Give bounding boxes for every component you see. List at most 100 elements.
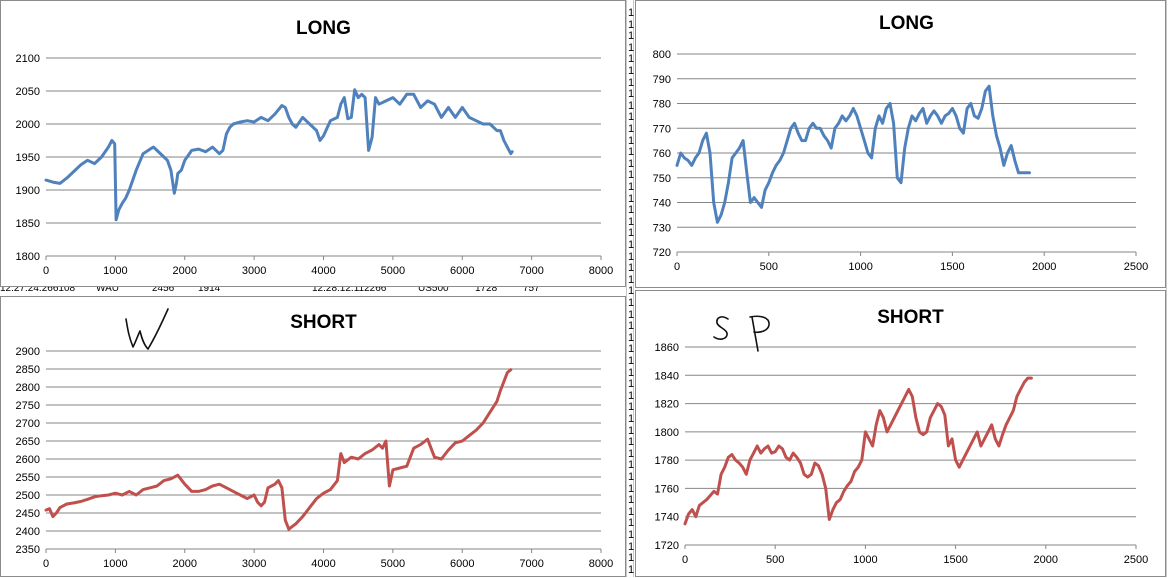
chart-right-long[interactable]: LONG 720 730 740 750 760 770 780 790 800 0 500 1000 1… bbox=[635, 0, 1166, 288]
series-line bbox=[44, 368, 513, 531]
row-fragment: 1 bbox=[628, 343, 635, 356]
x-tick-label: 3000 bbox=[242, 558, 266, 570]
x-tick-label: 2000 bbox=[173, 558, 197, 570]
row-fragment: 1 bbox=[628, 308, 635, 321]
row-fragment: 1 bbox=[628, 99, 635, 112]
chart-left-short-plot: SHORT 2350 2400 2450 2500 2550 2600 2650 2700 275… bbox=[16, 308, 613, 570]
x-tick-label: 4000 bbox=[311, 265, 335, 277]
chart-right-short[interactable]: SHORT 1720 1740 1760 1780 1800 1820 1840 1860 0 50… bbox=[635, 290, 1166, 577]
x-tick-label: 500 bbox=[760, 261, 778, 273]
y-tick-label: 780 bbox=[653, 99, 671, 111]
x-tick-label: 7000 bbox=[519, 265, 543, 277]
y-tick-label: 1820 bbox=[655, 399, 679, 411]
handwritten-stroke bbox=[749, 315, 770, 334]
row-fragment: 1 bbox=[628, 250, 635, 263]
chart-left-short[interactable]: SHORT 2350 2400 2450 2500 2550 2600 2650 2700 275… bbox=[0, 296, 626, 577]
row-fragment: 1 bbox=[628, 285, 635, 298]
row-fragment: 1 bbox=[628, 123, 635, 135]
y-tick-label: 2850 bbox=[16, 364, 40, 376]
row-fragment: 1 bbox=[628, 552, 635, 565]
handwritten-stroke bbox=[713, 316, 729, 340]
row-fragment: 1 bbox=[628, 401, 635, 414]
y-tick-label: 2100 bbox=[16, 53, 40, 65]
x-tick-label: 2500 bbox=[1124, 261, 1148, 273]
chart-left-long[interactable]: LONG 1800 1850 1900 1950 2000 2050 2100 0 1000 200… bbox=[0, 0, 626, 287]
row-fragment: 1 bbox=[628, 459, 635, 472]
row-fragment: 1 bbox=[628, 146, 635, 159]
sheet-cell-fragments: 12:27:24.266108 WAU 2456 1914 12:28:12.1… bbox=[0, 286, 626, 296]
y-tick-label: 2600 bbox=[16, 454, 40, 466]
x-tick-label: 8000 bbox=[589, 558, 613, 570]
chart-title: SHORT bbox=[877, 307, 944, 328]
cell-fragment: 1728 bbox=[475, 286, 498, 294]
y-tick-label: 2400 bbox=[16, 526, 40, 538]
x-tick-label: 1000 bbox=[853, 554, 877, 566]
row-fragment: 1 bbox=[628, 204, 635, 217]
x-tick-label: 500 bbox=[766, 554, 784, 566]
row-fragment: 1 bbox=[628, 331, 635, 344]
x-tick-label: 6000 bbox=[450, 558, 474, 570]
row-fragment: 1 bbox=[628, 65, 635, 77]
row-fragment: 1 bbox=[628, 192, 635, 205]
y-tick-label: 2050 bbox=[16, 86, 40, 98]
y-tick-label: 790 bbox=[653, 74, 671, 86]
row-fragment: 1 bbox=[628, 320, 635, 333]
y-tick-label: 1720 bbox=[655, 540, 679, 552]
y-tick-label: 2000 bbox=[16, 119, 40, 131]
row-fragment: 1 bbox=[628, 227, 635, 240]
row-fragment: 1 bbox=[628, 494, 635, 507]
y-tick-label: 1740 bbox=[655, 512, 679, 524]
row-fragment: 1 bbox=[628, 30, 635, 43]
chart-right-long-plot: LONG 720 730 740 750 760 770 780 790 800 0 500 1000 1… bbox=[653, 13, 1149, 273]
row-fragment: 1 bbox=[628, 389, 635, 402]
y-tick-label: 1840 bbox=[655, 370, 679, 382]
cell-fragment: 12:28:12.112266 bbox=[312, 286, 387, 294]
handwritten-annotation bbox=[125, 308, 169, 350]
row-fragment: 1 bbox=[628, 181, 635, 193]
y-tick-label: 760 bbox=[653, 148, 671, 160]
row-fragment: 1 bbox=[628, 529, 635, 541]
y-tick-label: 1900 bbox=[16, 185, 40, 197]
x-tick-label: 7000 bbox=[519, 558, 543, 570]
y-tick-label: 770 bbox=[653, 123, 671, 135]
sheet-edge bbox=[1166, 0, 1170, 577]
y-tick-label: 2550 bbox=[16, 472, 40, 484]
x-tick-label: 2000 bbox=[173, 265, 197, 277]
y-tick-label: 730 bbox=[653, 222, 671, 234]
row-fragment: 1 bbox=[628, 239, 635, 251]
row-fragment: 1 bbox=[628, 436, 635, 449]
series-line bbox=[683, 376, 1033, 526]
row-fragment: 1 bbox=[628, 7, 635, 19]
y-tick-label: 720 bbox=[653, 247, 671, 259]
row-fragment: 1 bbox=[628, 413, 635, 425]
cell-fragment: 1914 bbox=[198, 286, 221, 294]
x-tick-label: 1500 bbox=[940, 261, 964, 273]
x-tick-label: 0 bbox=[674, 261, 680, 273]
y-tick-label: 1850 bbox=[16, 218, 40, 230]
y-tick-label: 2900 bbox=[16, 346, 40, 358]
row-fragment: 1 bbox=[628, 18, 635, 31]
series-line bbox=[44, 88, 514, 222]
y-tick-label: 750 bbox=[653, 173, 671, 185]
row-fragment: 1 bbox=[628, 53, 635, 66]
row-fragment: 1 bbox=[628, 366, 635, 379]
y-tick-label: 1760 bbox=[655, 483, 679, 495]
x-tick-label: 8000 bbox=[589, 265, 613, 277]
handwritten-stroke bbox=[125, 308, 169, 350]
y-tick-label: 2650 bbox=[16, 436, 40, 448]
row-fragment: 1 bbox=[628, 563, 635, 576]
row-fragment: 1 bbox=[628, 447, 635, 460]
y-tick-label: 2350 bbox=[16, 544, 40, 556]
chart-title: SHORT bbox=[290, 312, 357, 333]
x-tick-label: 4000 bbox=[311, 558, 335, 570]
row-fragment: 1 bbox=[628, 88, 635, 101]
x-tick-label: 1000 bbox=[103, 265, 127, 277]
y-tick-label: 2500 bbox=[16, 490, 40, 502]
row-fragment: 1 bbox=[628, 378, 635, 391]
row-fragment: 1 bbox=[628, 157, 635, 170]
x-tick-label: 5000 bbox=[381, 265, 405, 277]
x-tick-label: 1000 bbox=[848, 261, 872, 273]
cell-fragment: 12:27:24.266108 bbox=[0, 286, 76, 294]
x-tick-label: 2000 bbox=[1032, 261, 1056, 273]
handwritten-stroke bbox=[751, 316, 759, 352]
